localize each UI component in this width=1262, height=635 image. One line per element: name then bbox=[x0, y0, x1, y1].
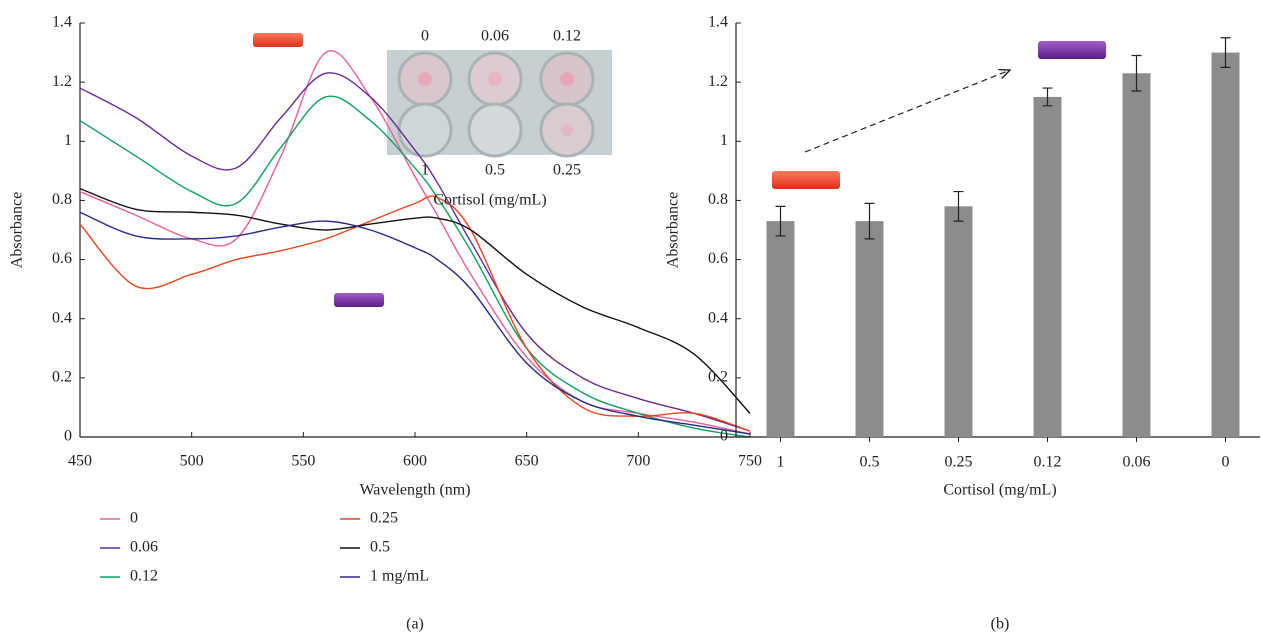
color-indicator bbox=[334, 293, 384, 307]
x-axis-label: Wavelength (nm) bbox=[359, 482, 470, 499]
inset-label: 0 bbox=[421, 28, 429, 45]
bar bbox=[766, 221, 795, 437]
data-line bbox=[79, 72, 751, 432]
error-bar bbox=[953, 190, 964, 222]
data-line bbox=[79, 187, 751, 414]
legend-label: 0.06 bbox=[130, 539, 158, 556]
y-tick-label: 0.2 bbox=[52, 369, 72, 386]
y-tick-label: 1 bbox=[64, 132, 72, 149]
y-tick-label: 1.4 bbox=[52, 14, 72, 31]
bar bbox=[1211, 52, 1240, 437]
inset-title: Cortisol (mg/mL) bbox=[433, 192, 546, 209]
inset-label: 0.5 bbox=[485, 162, 505, 179]
color-indicator bbox=[253, 33, 303, 47]
x-tick-label: 550 bbox=[291, 453, 315, 470]
bar bbox=[1122, 73, 1151, 438]
data-line bbox=[79, 211, 751, 435]
y-tick-label: 0.8 bbox=[708, 191, 728, 208]
color-indicator bbox=[772, 171, 840, 189]
bar bbox=[855, 221, 884, 437]
x-tick-label: 750 bbox=[738, 453, 762, 470]
x-tick-label: 450 bbox=[68, 453, 92, 470]
inset-label: 1 bbox=[421, 162, 429, 179]
error-bar bbox=[1220, 37, 1231, 68]
legend-label: 0.12 bbox=[130, 568, 158, 585]
y-tick-label: 1.4 bbox=[708, 14, 728, 31]
bar bbox=[1033, 96, 1062, 437]
y-tick-label: 1.2 bbox=[52, 73, 72, 90]
y-tick-label: 0.4 bbox=[708, 309, 728, 326]
y-tick-label: 1 bbox=[720, 132, 728, 149]
x-tick-label: 1 bbox=[777, 454, 785, 471]
data-line bbox=[79, 195, 751, 432]
y-tick-label: 0.6 bbox=[708, 250, 728, 267]
x-tick-label: 0.06 bbox=[1123, 454, 1151, 471]
x-tick-label: 0.25 bbox=[945, 454, 973, 471]
y-tick-label: 1.2 bbox=[708, 73, 728, 90]
error-bar bbox=[864, 202, 875, 240]
x-tick-label: 500 bbox=[180, 453, 204, 470]
error-bar bbox=[775, 205, 786, 237]
color-indicator bbox=[1038, 41, 1106, 59]
y-tick-label: 0 bbox=[64, 428, 72, 445]
legend-label: 0 bbox=[130, 510, 138, 527]
x-tick-label: 700 bbox=[626, 453, 650, 470]
y-tick-label: 0.4 bbox=[52, 309, 72, 326]
legend-label: 0.25 bbox=[370, 510, 398, 527]
legend-label: 0.5 bbox=[370, 539, 390, 556]
y-tick-label: 0 bbox=[720, 428, 728, 445]
caption: (a) bbox=[406, 616, 424, 633]
x-axis-label: Cortisol (mg/mL) bbox=[943, 482, 1056, 499]
inset-photo bbox=[387, 50, 612, 158]
legend-label: 1 mg/mL bbox=[370, 568, 429, 585]
x-tick-label: 650 bbox=[515, 453, 539, 470]
data-line bbox=[79, 95, 751, 438]
error-bar bbox=[1131, 54, 1142, 92]
y-axis-label: Absorbance bbox=[9, 192, 26, 268]
caption: (b) bbox=[991, 616, 1010, 633]
bar bbox=[944, 206, 973, 437]
trend-arrow bbox=[804, 70, 1010, 153]
y-tick-label: 0.2 bbox=[708, 369, 728, 386]
error-bar bbox=[1042, 87, 1053, 107]
y-tick-label: 0.8 bbox=[52, 191, 72, 208]
y-axis-label: Absorbance bbox=[665, 192, 682, 268]
x-tick-label: 0 bbox=[1222, 454, 1230, 471]
x-tick-label: 0.12 bbox=[1034, 454, 1062, 471]
inset-label: 0.06 bbox=[481, 28, 509, 45]
inset-label: 0.12 bbox=[553, 28, 581, 45]
y-tick-label: 0.6 bbox=[52, 250, 72, 267]
inset-label: 0.25 bbox=[553, 162, 581, 179]
x-tick-label: 0.5 bbox=[860, 454, 880, 471]
x-tick-label: 600 bbox=[403, 453, 427, 470]
